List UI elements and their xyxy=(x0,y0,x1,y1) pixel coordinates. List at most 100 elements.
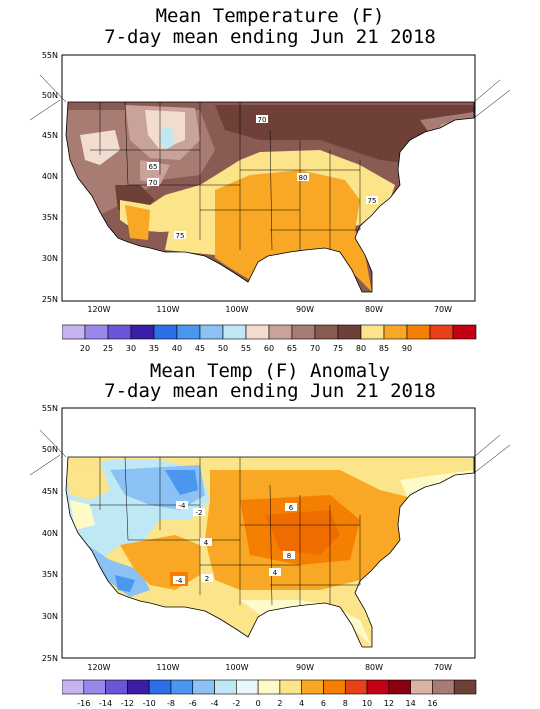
map1-legend-label: 75 xyxy=(333,344,343,353)
map1-contour-label: 65 xyxy=(149,163,158,171)
map1-legend-label: 60 xyxy=(264,344,274,353)
map1-legend-label: 55 xyxy=(241,344,251,353)
map2-lat-labels: 55N 50N 45N 40N 35N 30N 25N xyxy=(42,404,58,663)
map1-legend-swatch xyxy=(107,324,132,340)
map2-legend-label: 16 xyxy=(427,699,437,708)
map2-legend-label: -6 xyxy=(189,699,197,708)
map1-title-line2: 7-day mean ending Jun 21 2018 xyxy=(104,26,436,48)
map2-contour-labels: -4 -2 6 4 8 4 2 -4 xyxy=(173,501,297,585)
map1-lat-label: 50N xyxy=(42,91,58,100)
map1-lat-label: 35N xyxy=(42,213,58,222)
map1-legend-swatch xyxy=(383,324,408,340)
map1-legend-label: 40 xyxy=(172,344,182,353)
map1-legend-swatch xyxy=(429,324,454,340)
map2-legend-swatch xyxy=(192,679,215,695)
map2-legend-swatch xyxy=(62,679,85,695)
map1-legend-swatch xyxy=(84,324,109,340)
map2-contour-label: 6 xyxy=(289,504,294,512)
map1-legend-label: 65 xyxy=(287,344,297,353)
map2-legend-swatch xyxy=(410,679,433,695)
map2-legend-label: -12 xyxy=(121,699,134,708)
map2-legend-swatch xyxy=(279,679,302,695)
map1-legend-label: 30 xyxy=(126,344,136,353)
map1-contour-labels: 70 65 70 75 80 75 xyxy=(147,115,378,240)
map1-legend-label: 20 xyxy=(80,344,90,353)
map1-legend-swatch xyxy=(245,324,270,340)
map2-lat-label: 35N xyxy=(42,570,58,579)
map1-legend-swatch xyxy=(176,324,201,340)
map1-lon-label: 70W xyxy=(434,305,452,314)
map2-contour-label: 2 xyxy=(205,575,209,583)
map2-legend: -16 -14 -12 -10 -8 -6 -4 -2 0 2 4 6 8 10 12 14 16 xyxy=(62,679,477,708)
map2-panel: -4 -2 6 4 8 4 2 -4 55N 50N 45N 40N 35N 3… xyxy=(29,404,511,672)
map2-lon-label: 110W xyxy=(156,663,179,672)
map2-contour-label: -2 xyxy=(196,509,203,517)
map2-lon-label: 100W xyxy=(225,663,248,672)
map2-title-line2: 7-day mean ending Jun 21 2018 xyxy=(104,380,436,402)
map2-lat-label: 45N xyxy=(42,487,58,496)
map2-legend-label: -4 xyxy=(211,699,219,708)
map1-legend-swatch xyxy=(314,324,339,340)
map1-state-borders xyxy=(29,74,511,251)
map1-legend-label: 45 xyxy=(195,344,205,353)
map2-lat-label: 50N xyxy=(42,445,58,454)
map1-lon-label: 100W xyxy=(225,305,248,314)
map2-state-borders xyxy=(29,429,511,606)
map1-legend-swatch xyxy=(452,324,477,340)
map1-legend-swatch xyxy=(130,324,155,340)
map1-lon-label: 80W xyxy=(365,305,383,314)
map1-legend-label: 25 xyxy=(103,344,113,353)
map2-legend-label: 14 xyxy=(406,699,416,708)
map2-us-outline xyxy=(65,456,475,648)
map1-us-outline xyxy=(65,101,475,293)
map1-legend-swatch xyxy=(62,324,86,340)
map1-legend-label: 80 xyxy=(356,344,366,353)
map2-legend-swatch xyxy=(432,679,455,695)
map2-legend-swatch xyxy=(83,679,106,695)
map1-contour-label: 70 xyxy=(258,116,267,124)
map2-lon-label: 70W xyxy=(434,663,452,672)
map1-legend-swatch xyxy=(222,324,247,340)
map1-legend-label: 90 xyxy=(402,344,412,353)
map2-legend-swatch xyxy=(257,679,281,695)
map2-legend-label: 0 xyxy=(256,699,261,708)
map1-lat-label: 45N xyxy=(42,131,58,140)
map1-lon-label: 120W xyxy=(87,305,110,314)
map1-legend-swatch xyxy=(337,324,362,340)
map2-legend-swatch xyxy=(148,679,172,695)
map1-panel: 70 65 70 75 80 75 55N 50N 45N 40N 35N 30… xyxy=(29,51,511,314)
map2-contour-label: 8 xyxy=(287,552,291,560)
map2-legend-swatch xyxy=(105,679,128,695)
map2-contour-label: -4 xyxy=(176,577,184,585)
map1-legend-swatch xyxy=(199,324,224,340)
map1-legend-swatch xyxy=(153,324,178,340)
map2-legend-swatch xyxy=(214,679,237,695)
map2-legend-swatch xyxy=(453,679,477,695)
map2-legend-label: 6 xyxy=(321,699,326,708)
map1-lat-labels: 55N 50N 45N 40N 35N 30N 25N xyxy=(42,51,58,304)
map2-legend-swatch xyxy=(366,679,390,695)
map1-legend-swatch xyxy=(291,324,316,340)
map2-lat-label: 25N xyxy=(42,654,58,663)
map1-contour-label: 75 xyxy=(368,197,377,205)
map2-legend-swatch xyxy=(170,679,194,695)
map1-lat-label: 25N xyxy=(42,295,58,304)
map2-lon-label: 120W xyxy=(87,663,110,672)
map2-legend-swatch xyxy=(301,679,324,695)
map2-lat-label: 30N xyxy=(42,612,58,621)
map2-legend-label: 2 xyxy=(277,699,282,708)
map1-lat-label: 30N xyxy=(42,254,58,263)
map2-legend-label: -2 xyxy=(232,699,240,708)
map2-legend-label: 8 xyxy=(343,699,348,708)
map2-legend-swatch xyxy=(127,679,150,695)
map1-legend-swatch xyxy=(360,324,385,340)
map1-lon-label: 110W xyxy=(156,305,179,314)
map1-legend-label: 85 xyxy=(379,344,389,353)
map2-legend-swatch xyxy=(323,679,346,695)
map1-lat-label: 55N xyxy=(42,51,58,60)
map1-title-line1: Mean Temperature (F) xyxy=(155,5,385,27)
map1-legend-label: 35 xyxy=(149,344,159,353)
map1-lat-label: 40N xyxy=(42,172,58,181)
map2-legend-label: 12 xyxy=(384,699,394,708)
map2-legend-swatch xyxy=(388,679,411,695)
